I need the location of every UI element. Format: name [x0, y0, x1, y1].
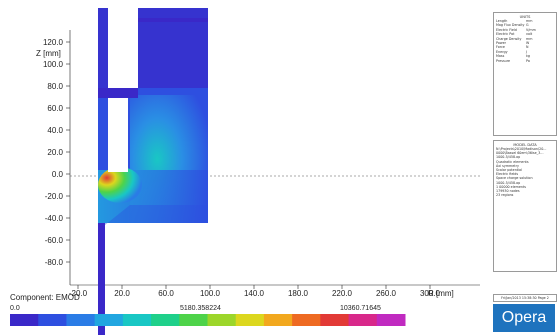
units-key: Charge Density: [496, 36, 522, 41]
x-tick-label: 100.0: [200, 289, 221, 298]
model-data-line: N:\Projects\2010\Madison\20...: [496, 147, 547, 151]
y-tick-label: 60.0: [47, 104, 63, 113]
model-panel-title: MODEL DATA: [513, 143, 537, 147]
colorbar-segment: [348, 314, 378, 326]
units-value: volt: [526, 32, 533, 37]
units-key: Pressure: [496, 58, 511, 63]
units-value: J: [526, 49, 527, 54]
units-row: Charge Density mm: [494, 37, 556, 41]
model-data-line: 179930 nodes: [496, 189, 520, 194]
model-data-line: Electric fields: [496, 172, 519, 177]
x-tick-label: 300.0: [420, 289, 441, 298]
units-key: Energy: [496, 49, 508, 54]
model-data-line: Space charge solution: [496, 176, 533, 181]
colorbar-segment: [10, 314, 39, 326]
units-row: Length mm: [494, 19, 556, 23]
x-tick-label: 60.0: [158, 289, 174, 298]
units-key: Electric Pot: [496, 32, 515, 37]
x-tick-label: -20.0: [69, 289, 88, 298]
colorbar-segment: [94, 314, 124, 326]
units-row: Electric Field V/mm: [494, 28, 556, 32]
field-region: [98, 8, 208, 335]
units-panel: UNITS Length mm Mag Flux Density G Electric …: [493, 12, 557, 136]
colorbar-segment: [235, 314, 265, 326]
x-tick-label: 180.0: [288, 289, 309, 298]
status-bar: Fri/Jan/2013 15:38:30 Page 2: [493, 294, 557, 302]
colorbar-segment: [376, 314, 406, 326]
colorbar-component-label: Component: EMOD: [10, 293, 80, 302]
colorbar-segment: [38, 314, 67, 326]
model-data-line: 23 regions: [496, 193, 514, 198]
units-key: Power: [496, 41, 506, 46]
units-value: W: [526, 41, 530, 46]
colorbar-segment: [320, 314, 350, 326]
colorbar-min: 0.0: [10, 305, 20, 312]
units-row: Pressure Pa: [494, 59, 556, 63]
x-axis-label: R [mm]: [428, 289, 454, 298]
units-value: N: [526, 45, 529, 50]
model-data-line: 1000-5/458.op: [496, 180, 521, 185]
model-data-line: Axi symmetry: [496, 163, 519, 168]
model-data-line: 1 00000 elements: [496, 184, 526, 189]
units-key: Mass: [496, 54, 505, 59]
colorbar-segment: [151, 314, 180, 326]
units-panel-title: UNITS: [519, 15, 531, 19]
colorbar-segment: [207, 314, 237, 326]
y-tick-label: -80.0: [45, 258, 64, 267]
units-value: Pa: [526, 58, 530, 63]
units-value: mm: [526, 36, 533, 41]
units-row: Mass kg: [494, 54, 556, 58]
y-tick-label: 40.0: [47, 126, 63, 135]
colorbar-segment: [263, 314, 293, 326]
colorbar-segment: [292, 314, 321, 326]
x-tick-label: 260.0: [376, 289, 397, 298]
colorbar-mid: 5180.358224: [180, 305, 221, 312]
model-data-line: 1000-5/458.op: [496, 155, 521, 160]
units-row: Mag Flux Density G: [494, 23, 556, 27]
units-key: Length: [496, 19, 508, 23]
y-tick-label: 120.0: [43, 38, 64, 47]
colorbar-max: 10360.71645: [340, 305, 381, 312]
y-tick-label: 20.0: [47, 148, 63, 157]
model-data-line: Scalar potential: [496, 168, 522, 173]
units-value: G: [526, 23, 529, 28]
field-plot: 120.0 100.0 80.0 60.0 40.0 20.0 0.0 -20.0 -40.0 -…: [10, 8, 480, 335]
units-row: Power W: [494, 41, 556, 45]
opera-logo: Opera: [493, 304, 555, 332]
units-value: mm: [526, 19, 533, 23]
colorbar-segment: [66, 314, 96, 326]
y-tick-label: 100.0: [43, 60, 64, 69]
units-key: Force: [496, 45, 505, 50]
model-data-panel: MODEL DATA N:\Projects\2010\Madison\20..…: [493, 140, 557, 272]
colorbar-segment: [179, 314, 208, 326]
units-row: Force N: [494, 45, 556, 49]
y-tick-label: -60.0: [45, 236, 64, 245]
colorbar-segment: [122, 314, 152, 326]
y-tick-label: 80.0: [47, 82, 63, 91]
y-tick-label: 0.0: [52, 170, 64, 179]
units-row: Electric Pot volt: [494, 32, 556, 36]
y-axis-label: Z [mm]: [36, 49, 61, 58]
model-data-line: Quadratic elements: [496, 159, 529, 164]
x-tick-label: 20.0: [114, 289, 130, 298]
x-tick-label: 140.0: [244, 289, 265, 298]
units-key: Electric Field: [496, 27, 517, 32]
y-tick-label: -20.0: [45, 192, 64, 201]
units-row: Energy J: [494, 50, 556, 54]
x-tick-label: 220.0: [332, 289, 353, 298]
y-tick-label: -40.0: [45, 214, 64, 223]
units-value: kg: [526, 54, 531, 59]
units-value: V/mm: [526, 27, 536, 32]
model-data-line: 0000\Bassel 60em\36ise_3...: [496, 151, 544, 156]
units-key: Mag Flux Density: [496, 23, 525, 28]
colorbar: [10, 314, 406, 326]
